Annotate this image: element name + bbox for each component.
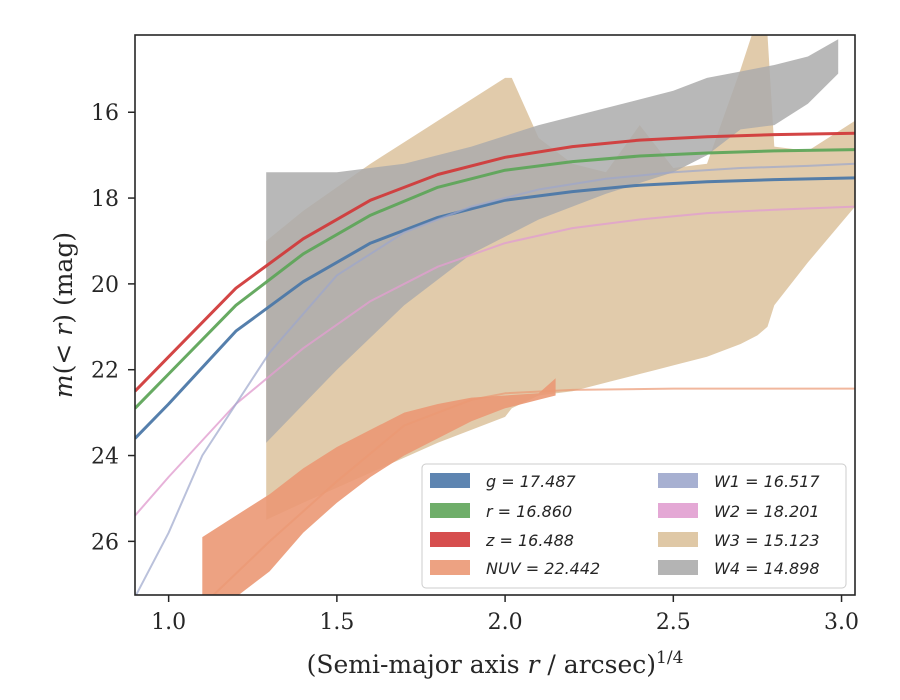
line-NUV	[212, 387, 855, 595]
legend-item-z: z = 16.488	[430, 531, 574, 550]
y-axis-title: m(< r) (mag)	[49, 232, 78, 398]
y-tick-label: 24	[91, 445, 119, 470]
y-tick-label: 26	[91, 530, 119, 555]
x-tick-label: 2.5	[656, 610, 691, 635]
legend-label: W1 = 16.517	[714, 472, 820, 491]
legend-item-g: g = 17.487	[430, 472, 577, 491]
band-NUV	[202, 378, 556, 595]
y-tick-label: 18	[91, 187, 119, 212]
band-W4	[266, 39, 839, 443]
legend-label: W2 = 18.201	[714, 502, 820, 521]
legend-label: W3 = 15.123	[714, 531, 820, 550]
legend-swatch	[430, 560, 470, 575]
line-W1	[135, 162, 855, 595]
legend-swatch	[658, 473, 698, 488]
legend: g = 17.487 W1 = 16.517 r = 16.860 W2 = 18.2…	[421, 463, 847, 589]
legend-frame	[421, 463, 847, 589]
legend-item-W2: W2 = 18.201	[658, 502, 820, 521]
legend-label: g = 17.487	[486, 472, 577, 491]
legend-item-NUV: NUV = 22.442	[430, 559, 600, 578]
y-tick-label: 22	[91, 359, 119, 384]
line-W2	[135, 205, 855, 517]
legend-swatch	[658, 560, 698, 575]
axes-layer: 1.0 1.5 2.0 2.5 3.0 16 18 20 22 24 26	[91, 101, 859, 635]
legend-swatch	[430, 532, 470, 547]
legend-swatch	[430, 503, 470, 518]
line-r	[135, 148, 855, 410]
band-W3	[266, 35, 855, 520]
legend-swatch	[658, 503, 698, 518]
x-tick-label: 1.5	[319, 610, 354, 635]
legend-item-W3: W3 = 15.123	[658, 531, 820, 550]
legend-item-r: r = 16.860	[430, 502, 572, 521]
legend-swatch	[658, 532, 698, 547]
legend-label: NUV = 22.442	[486, 559, 600, 578]
plot-frame	[134, 34, 856, 596]
y-tick-label: 20	[91, 273, 119, 298]
legend-swatch	[430, 473, 470, 488]
x-tick-label: 3.0	[824, 610, 859, 635]
y-tick-label: 16	[91, 101, 119, 126]
legend-label: z = 16.488	[485, 531, 574, 550]
x-tick-label: 2.0	[488, 610, 523, 635]
legend-label: W4 = 14.898	[714, 559, 820, 578]
legend-item-W4: W4 = 14.898	[658, 559, 820, 578]
line-z	[135, 131, 855, 393]
legend-item-W1: W1 = 16.517	[658, 472, 820, 491]
x-axis-title: (Semi-major axis r / arcsec)1/4	[307, 648, 684, 679]
x-tick-label: 1.0	[151, 610, 186, 635]
lines-layer	[135, 131, 855, 595]
legend-label: r = 16.860	[486, 502, 572, 521]
bands-layer	[202, 35, 855, 595]
line-g	[135, 176, 855, 440]
